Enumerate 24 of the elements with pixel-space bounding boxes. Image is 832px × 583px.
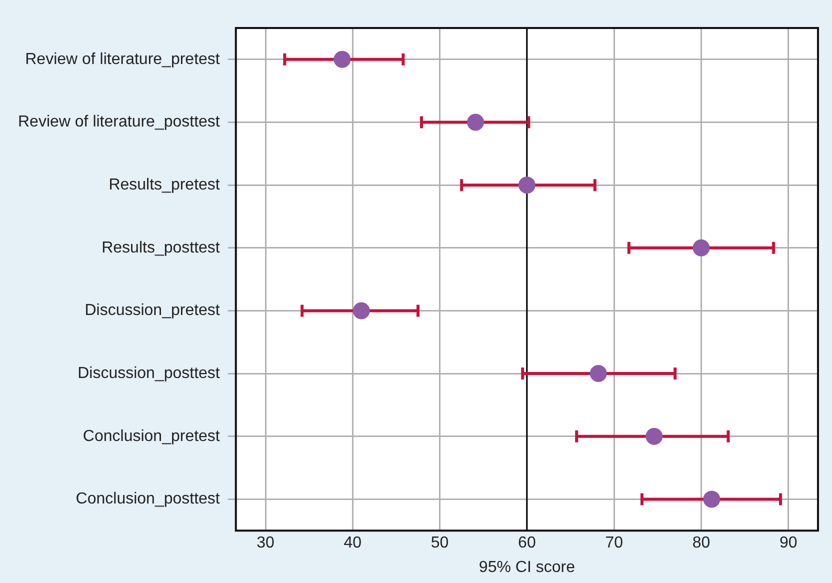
- point: [646, 428, 663, 445]
- point: [692, 239, 710, 256]
- y-tick-label: Review of literature_posttest: [18, 114, 220, 131]
- y-tick-label: Results_posttest: [102, 239, 220, 256]
- x-tick-label: 60: [518, 534, 536, 552]
- point: [590, 365, 607, 382]
- point: [334, 50, 351, 68]
- y-tick-label: Conclusion_pretest: [82, 428, 220, 445]
- x-tick-label: 50: [430, 534, 449, 552]
- y-tick-label: Review of literature_pretest: [25, 50, 220, 68]
- y-tick-label: Conclusion_posttest: [76, 490, 220, 508]
- x-axis-title: 95% CI score: [478, 558, 576, 576]
- y-tick-label: Results_pretest: [108, 176, 220, 194]
- point: [352, 302, 370, 320]
- y-tick-label: Discussion_posttest: [78, 364, 220, 382]
- x-tick-label: 80: [692, 534, 710, 552]
- point: [467, 114, 484, 131]
- x-tick-label: 40: [344, 534, 362, 552]
- point: [518, 176, 536, 194]
- y-tick-label: Discussion_pretest: [84, 302, 220, 320]
- x-tick-label: 90: [779, 534, 798, 552]
- x-tick-label: 70: [605, 534, 624, 552]
- point: [703, 490, 720, 508]
- x-tick-label: 30: [256, 534, 275, 552]
